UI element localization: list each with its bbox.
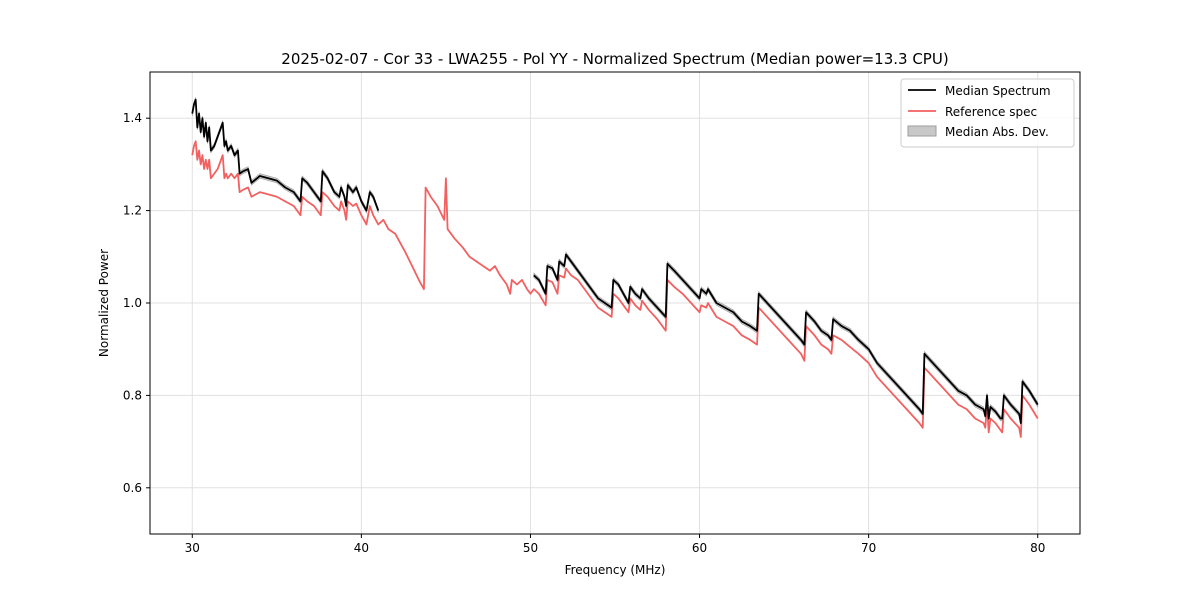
- y-tick-label: 1.2: [123, 204, 142, 218]
- x-tick-label: 80: [1030, 541, 1045, 555]
- legend-mad-label: Median Abs. Dev.: [945, 125, 1049, 139]
- median-abs-dev-band: [191, 97, 379, 214]
- x-axis-label: Frequency (MHz): [565, 563, 666, 577]
- median-spectrum-line: [191, 98, 380, 212]
- legend: Median Spectrum Reference spec Median Ab…: [900, 78, 1075, 148]
- plot-area: [191, 97, 1039, 438]
- x-tick-label: 50: [523, 541, 538, 555]
- x-tick-label: 40: [354, 541, 369, 555]
- x-tick-label: 30: [185, 541, 200, 555]
- chart-title: 2025-02-07 - Cor 33 - LWA255 - Pol YY - …: [281, 50, 948, 68]
- y-tick-label: 1.0: [123, 296, 142, 310]
- x-tick-label: 70: [861, 541, 876, 555]
- y-axis-label: Normalized Power: [97, 249, 111, 357]
- x-tick-label: 60: [692, 541, 707, 555]
- axis-ticks: 30 40 50 60 70 80 0.6 0.8 1.0 1.2 1.4: [123, 111, 1045, 555]
- y-tick-label: 1.4: [123, 111, 142, 125]
- median-abs-dev-band: [533, 251, 1039, 426]
- legend-reference-label: Reference spec: [945, 105, 1037, 119]
- median-spectrum-line: [533, 253, 1039, 425]
- y-tick-label: 0.6: [123, 481, 142, 495]
- y-tick-label: 0.8: [123, 388, 142, 402]
- legend-median-label: Median Spectrum: [945, 84, 1051, 98]
- legend-mad-swatch: [907, 125, 937, 137]
- legend-box: [900, 78, 1075, 148]
